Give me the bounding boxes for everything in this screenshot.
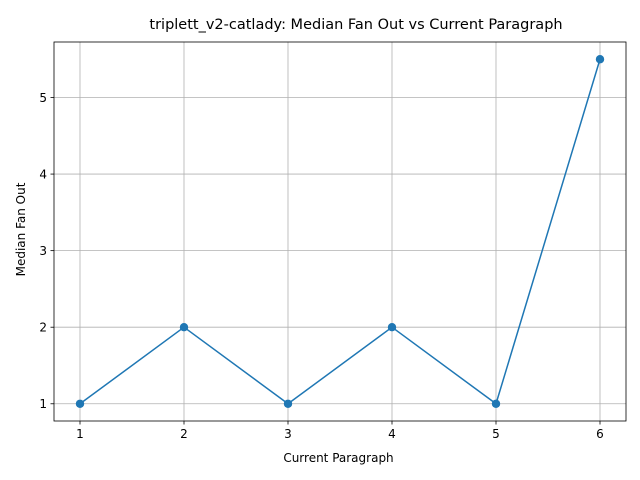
x-tick-label: 6	[596, 427, 604, 441]
x-tick-label: 1	[76, 427, 84, 441]
x-tick-label: 4	[388, 427, 396, 441]
axes-frame	[53, 41, 627, 422]
chart-title: triplett_v2-catlady: Median Fan Out vs C…	[149, 17, 562, 33]
data-point	[75, 399, 85, 408]
grid	[54, 42, 626, 421]
y-axis-label: Median Fan Out	[14, 182, 28, 276]
y-tick-label: 1	[39, 397, 47, 411]
x-axis-label: Current Paragraph	[283, 451, 393, 465]
y-tick-label: 3	[39, 244, 47, 258]
data-point	[179, 323, 189, 332]
x-tick-label: 5	[492, 427, 500, 441]
data-point	[491, 399, 501, 408]
y-tick-label: 5	[39, 91, 47, 105]
plot-frame	[53, 41, 627, 422]
x-tick-label: 2	[180, 427, 188, 441]
x-tick-label: 3	[284, 427, 292, 441]
y-tick-label: 4	[39, 167, 47, 181]
data-point	[387, 323, 397, 332]
x-ticks: 1 2 3 4 5 6	[76, 421, 604, 441]
y-ticks: 1 2 3 4 5	[39, 91, 54, 411]
data-point	[283, 399, 293, 408]
y-tick-label: 2	[39, 321, 47, 335]
series-line	[79, 59, 601, 405]
data-point	[595, 55, 605, 64]
series-group	[75, 55, 605, 408]
